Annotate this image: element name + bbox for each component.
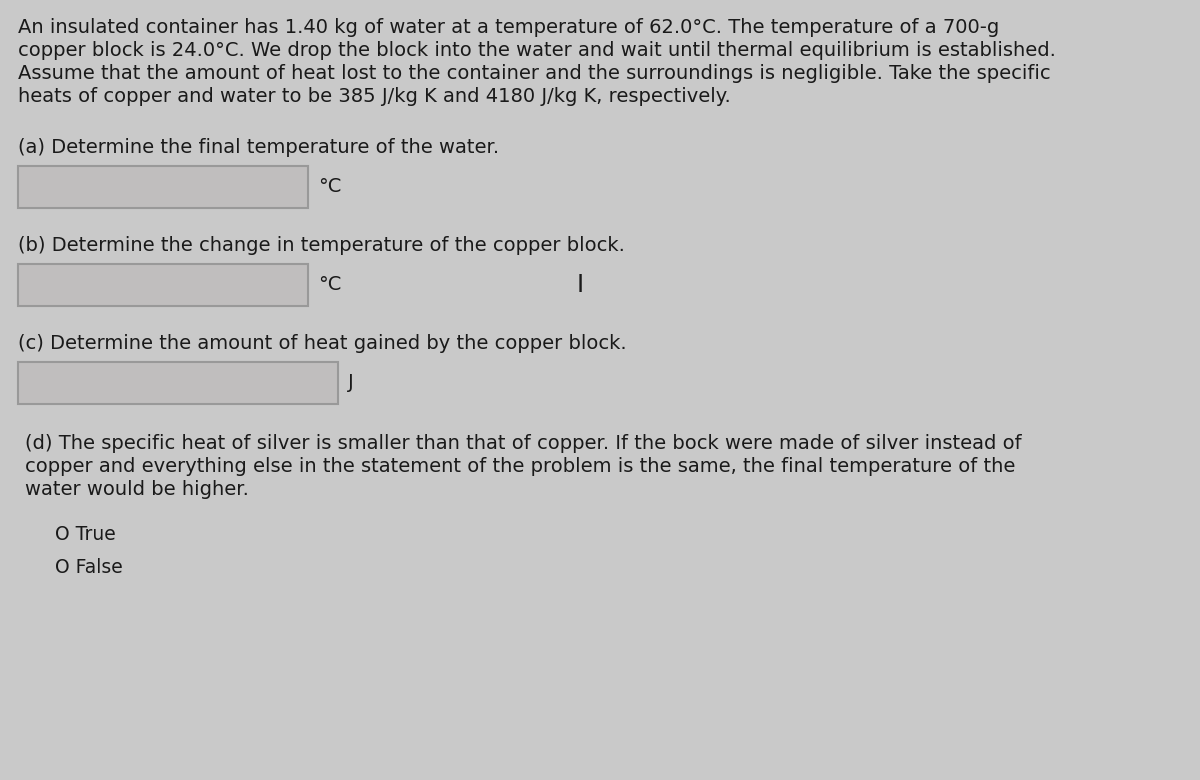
Text: water would be higher.: water would be higher. (25, 480, 248, 499)
Text: (c) Determine the amount of heat gained by the copper block.: (c) Determine the amount of heat gained … (18, 334, 626, 353)
Text: (d) The specific heat of silver is smaller than that of copper. If the bock were: (d) The specific heat of silver is small… (25, 434, 1021, 453)
FancyBboxPatch shape (18, 166, 308, 208)
Text: °C: °C (318, 178, 341, 197)
Text: (b) Determine the change in temperature of the copper block.: (b) Determine the change in temperature … (18, 236, 625, 255)
Text: O True: O True (55, 525, 115, 544)
Text: An insulated container has 1.40 kg of water at a temperature of 62.0°C. The temp: An insulated container has 1.40 kg of wa… (18, 18, 1000, 37)
Text: I: I (576, 273, 583, 297)
Text: heats of copper and water to be 385 J/kg K and 4180 J/kg K, respectively.: heats of copper and water to be 385 J/kg… (18, 87, 731, 106)
Text: (a) Determine the final temperature of the water.: (a) Determine the final temperature of t… (18, 138, 499, 157)
Text: J: J (348, 374, 354, 392)
Text: °C: °C (318, 275, 341, 295)
FancyBboxPatch shape (18, 362, 338, 404)
Text: Assume that the amount of heat lost to the container and the surroundings is neg: Assume that the amount of heat lost to t… (18, 64, 1051, 83)
FancyBboxPatch shape (18, 264, 308, 306)
Text: copper block is 24.0°C. We drop the block into the water and wait until thermal : copper block is 24.0°C. We drop the bloc… (18, 41, 1056, 60)
Text: O False: O False (55, 558, 122, 577)
Text: copper and everything else in the statement of the problem is the same, the fina: copper and everything else in the statem… (25, 457, 1015, 476)
